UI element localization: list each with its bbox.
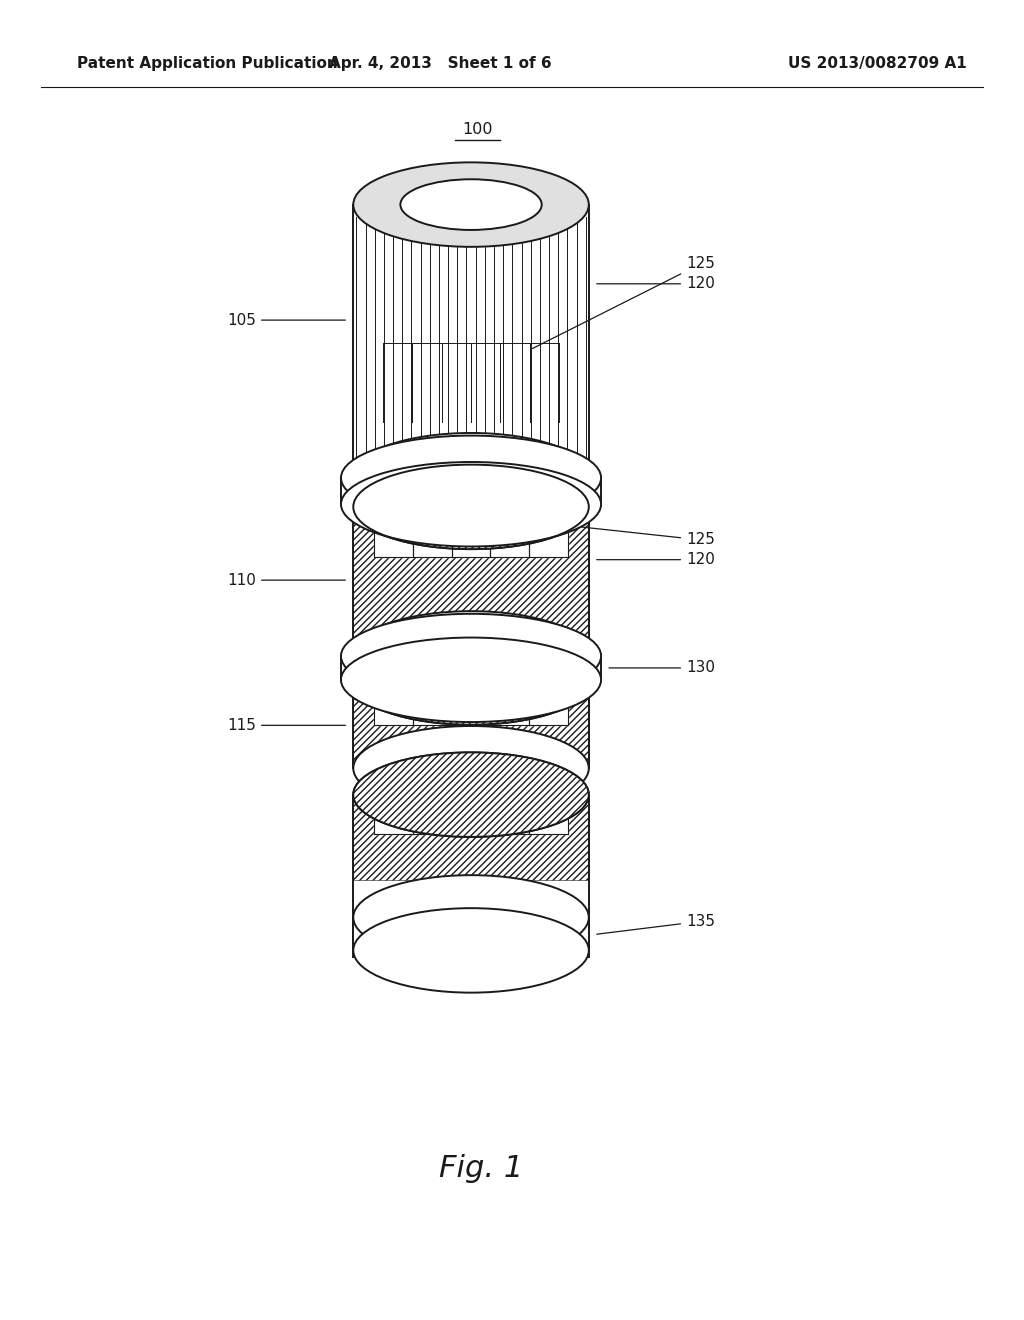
Polygon shape (529, 515, 567, 557)
Polygon shape (341, 656, 601, 680)
Text: Fig. 1: Fig. 1 (439, 1154, 523, 1183)
Ellipse shape (353, 433, 589, 517)
Polygon shape (529, 690, 567, 725)
Ellipse shape (353, 162, 589, 247)
Polygon shape (452, 515, 490, 557)
Polygon shape (353, 205, 589, 475)
Polygon shape (353, 795, 589, 880)
Ellipse shape (353, 752, 589, 837)
Ellipse shape (341, 462, 601, 546)
Polygon shape (490, 515, 529, 557)
Text: 115: 115 (227, 718, 345, 733)
Ellipse shape (353, 465, 589, 549)
Polygon shape (353, 507, 589, 653)
Polygon shape (353, 682, 589, 768)
Text: 125: 125 (545, 523, 715, 548)
Ellipse shape (353, 465, 589, 549)
Polygon shape (452, 690, 490, 725)
Polygon shape (353, 915, 589, 950)
Polygon shape (375, 515, 413, 557)
Ellipse shape (353, 640, 589, 725)
Polygon shape (413, 803, 452, 834)
Text: 120: 120 (597, 552, 715, 568)
Ellipse shape (353, 908, 589, 993)
Polygon shape (375, 803, 413, 834)
Polygon shape (490, 803, 529, 834)
Polygon shape (529, 803, 567, 834)
Ellipse shape (353, 752, 589, 837)
Ellipse shape (341, 436, 601, 520)
Ellipse shape (353, 726, 589, 810)
Text: 110: 110 (227, 573, 345, 587)
Polygon shape (413, 515, 452, 557)
Text: 125: 125 (532, 256, 715, 348)
Polygon shape (452, 803, 490, 834)
Polygon shape (375, 690, 413, 725)
Polygon shape (353, 682, 589, 768)
Polygon shape (341, 478, 601, 504)
Text: 135: 135 (597, 913, 715, 935)
Polygon shape (353, 507, 589, 653)
Text: US 2013/0082709 A1: US 2013/0082709 A1 (788, 55, 968, 71)
Polygon shape (490, 690, 529, 725)
Text: 100: 100 (462, 123, 493, 137)
Ellipse shape (400, 180, 542, 230)
Ellipse shape (353, 640, 589, 725)
Ellipse shape (353, 611, 589, 696)
Text: 130: 130 (609, 660, 715, 676)
Ellipse shape (353, 875, 589, 960)
Text: 105: 105 (227, 313, 345, 327)
Polygon shape (353, 795, 589, 950)
Ellipse shape (341, 638, 601, 722)
Text: Apr. 4, 2013   Sheet 1 of 6: Apr. 4, 2013 Sheet 1 of 6 (329, 55, 552, 71)
Polygon shape (413, 690, 452, 725)
Text: Patent Application Publication: Patent Application Publication (77, 55, 338, 71)
Text: 120: 120 (597, 276, 715, 292)
Ellipse shape (341, 614, 601, 698)
